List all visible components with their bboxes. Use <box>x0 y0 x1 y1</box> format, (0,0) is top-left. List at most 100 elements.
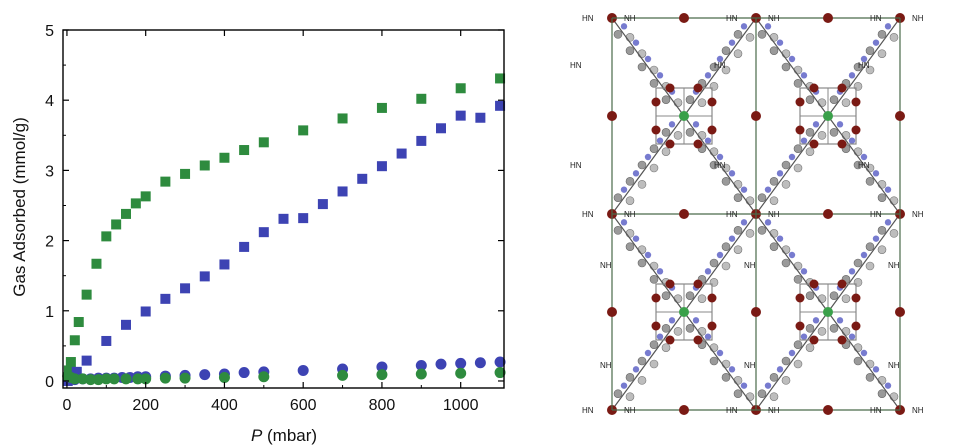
carbon-atom <box>769 229 779 238</box>
carbon-atom <box>769 33 779 42</box>
metal-atom <box>707 125 717 135</box>
carbon-atom <box>865 242 875 251</box>
carbon-atom <box>673 131 683 140</box>
nitrogen-atom <box>800 137 808 144</box>
nitrogen-atom <box>704 333 712 340</box>
amine-label: HN <box>582 14 594 23</box>
chart-axes: 0 200 400 600 800 1000 0 1 2 3 4 5 <box>45 23 505 414</box>
carbon-atom <box>613 30 623 39</box>
carbon-atom <box>649 359 659 369</box>
carbon-atom <box>733 376 743 385</box>
carbon-atom <box>745 229 755 238</box>
carbon-atom <box>829 128 839 137</box>
metal-atom <box>693 139 703 149</box>
carbon-atom <box>793 79 803 88</box>
y-tick-label: 4 <box>45 93 54 110</box>
data-point <box>69 373 81 385</box>
data-point <box>73 317 84 328</box>
metal-atom <box>751 307 761 317</box>
data-point <box>298 125 309 136</box>
linker-bond <box>755 17 829 117</box>
amine-label: HN <box>858 161 870 170</box>
nitrogen-atom <box>644 55 652 63</box>
metal-atom <box>665 83 675 93</box>
carbon-atom <box>793 261 803 271</box>
carbon-atom <box>793 275 803 284</box>
nitrogen-atom <box>644 251 652 259</box>
mof-crystal-structure-illustration: NH HN NH HN NH HN NH HN NH HN NH HN NH HN NH HN NH HN HN NH… <box>570 13 924 415</box>
metal-atom <box>795 97 805 107</box>
data-point <box>92 374 104 386</box>
metal-atom <box>823 209 833 219</box>
linker-bond <box>755 311 829 411</box>
framework-lattice <box>607 13 905 415</box>
data-point <box>416 135 427 146</box>
carbon-atom <box>721 359 731 369</box>
carbon-atom <box>661 343 671 352</box>
carbon-atom <box>853 82 863 91</box>
carbon-atom <box>733 389 743 398</box>
carbon-atom <box>661 95 671 104</box>
metal-atom <box>751 111 761 121</box>
nitrogen-atom <box>800 333 808 340</box>
carbon-atom <box>637 62 647 72</box>
carbon-atom <box>733 193 743 202</box>
carbon-atom <box>793 65 803 75</box>
nitrogen-atom <box>620 219 628 226</box>
data-point <box>495 73 506 84</box>
data-point <box>297 364 309 376</box>
carbon-atom <box>781 180 791 189</box>
data-point <box>376 102 387 113</box>
nitrogen-atom <box>872 39 880 46</box>
carbon-atom <box>649 163 659 173</box>
data-point <box>108 373 120 385</box>
carbon-atom <box>649 65 659 75</box>
carbon-atom <box>877 226 887 235</box>
carbon-atom <box>853 278 863 287</box>
data-point <box>140 191 151 202</box>
carbon-atom <box>721 65 731 75</box>
carbon-atom <box>733 30 743 39</box>
data-point <box>337 369 349 381</box>
data-point <box>396 148 407 159</box>
x-axis-title-unit: (mbar) <box>262 426 317 445</box>
y-axis-title: Gas Adsorbed (mmol/g) <box>10 117 29 297</box>
nitrogen-atom <box>848 72 856 79</box>
linker-bond <box>683 213 757 313</box>
data-point <box>159 372 171 384</box>
amine-label: NH <box>888 361 900 370</box>
carbon-atom <box>877 245 887 254</box>
data-point <box>455 367 467 379</box>
nitrogen-atom <box>740 186 748 193</box>
data-point <box>416 93 427 104</box>
carbon-atom <box>745 196 755 205</box>
linker-bond <box>827 213 901 313</box>
linker-bond <box>611 115 685 215</box>
nitrogen-atom <box>704 137 712 144</box>
carbon-atom <box>733 49 743 58</box>
data-point <box>120 373 132 385</box>
nitrogen-atom <box>656 333 664 340</box>
plot-frame <box>62 29 505 389</box>
carbon-atom <box>661 147 671 156</box>
carbon-atom <box>685 291 695 300</box>
linker-bond <box>827 311 901 411</box>
nitrogen-atom <box>872 235 880 242</box>
carbon-atom <box>817 98 827 107</box>
center-atom <box>679 111 689 121</box>
data-point <box>130 198 141 209</box>
nitrogen-atom <box>620 23 628 30</box>
amine-label: NH <box>768 406 780 415</box>
metal-atom <box>679 13 689 23</box>
nitrogen-atom <box>800 72 808 79</box>
amine-label: HN <box>714 61 726 70</box>
carbon-atom <box>673 98 683 107</box>
carbon-atom <box>841 294 851 303</box>
data-point <box>69 335 80 346</box>
carbon-atom <box>769 196 779 205</box>
carbon-atom <box>721 373 731 382</box>
metal-atom <box>707 97 717 107</box>
data-point <box>258 227 269 238</box>
nitrogen-atom <box>776 39 784 46</box>
linker-bond <box>755 115 829 215</box>
